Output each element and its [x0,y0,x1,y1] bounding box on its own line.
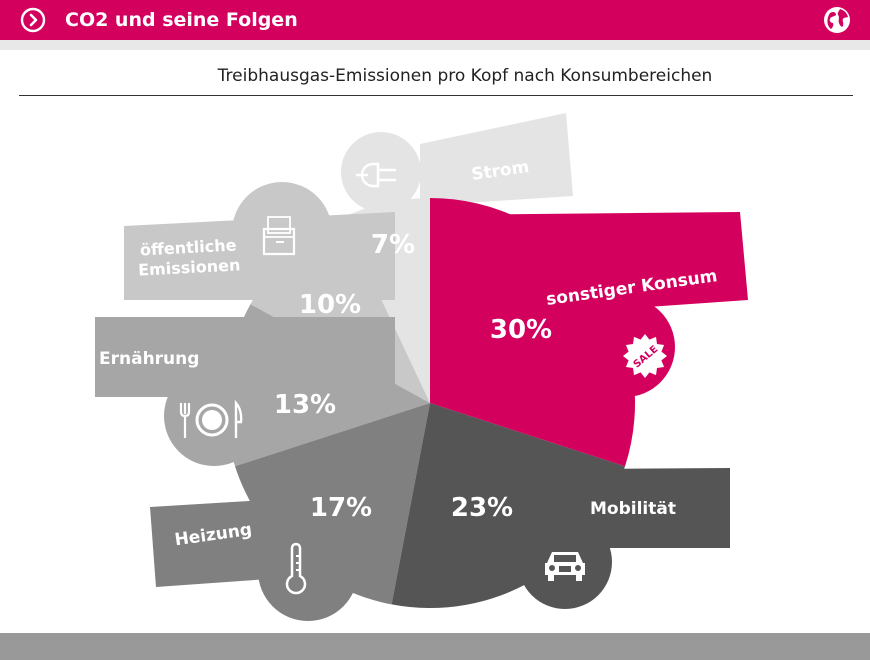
header-bar: CO2 und seine Folgen [0,0,870,40]
value-label-heizung: 17% [310,493,372,523]
footer-bar [0,633,870,660]
slice-banner-strom [420,113,573,206]
title-divider [19,95,853,96]
chart-title: Treibhausgas-Emissionen pro Kopf nach Ko… [217,66,713,86]
value-label-mobilitaet: 23% [451,493,513,523]
pie-slice-heizung [235,403,430,605]
sub-bar [0,40,870,50]
pie-slice-ernaehrung [224,304,430,467]
value-label-strom: 7% [371,230,415,260]
slice-group-mobilitaet [391,403,730,609]
plug-icon [356,162,396,188]
plate-cutlery-icon [179,399,243,438]
category-label-ernaehrung: Ernährung [99,349,199,369]
slice-group-oeffentliche-emissionen [124,182,430,403]
chevron-right-circle-icon[interactable] [20,7,46,33]
sale-badge-icon: SALE [623,334,667,378]
thermometer-icon [285,542,307,595]
pie-slice-sonstiger-konsum [430,198,636,467]
category-label-mobilitaet: Mobilität [590,499,676,519]
globe-icon[interactable] [822,5,852,35]
icon-circle-strom [341,132,421,212]
pie-slice-mobilitaet [391,403,625,609]
car-icon [545,552,585,581]
archive-box-icon [262,216,296,256]
value-label-sonstiger-konsum: 30% [490,315,552,345]
slice-group-sonstiger-konsum [430,198,748,467]
app-title: CO2 und seine Folgen [65,9,298,31]
slice-group-heizung [150,403,430,621]
category-label-oeffentliche-emissionen: öffentlicheEmissionen [137,235,241,279]
value-label-ernaehrung: 13% [274,390,336,420]
value-label-oeffentliche-emissionen: 10% [299,290,361,320]
slice-group-strom [341,113,573,403]
